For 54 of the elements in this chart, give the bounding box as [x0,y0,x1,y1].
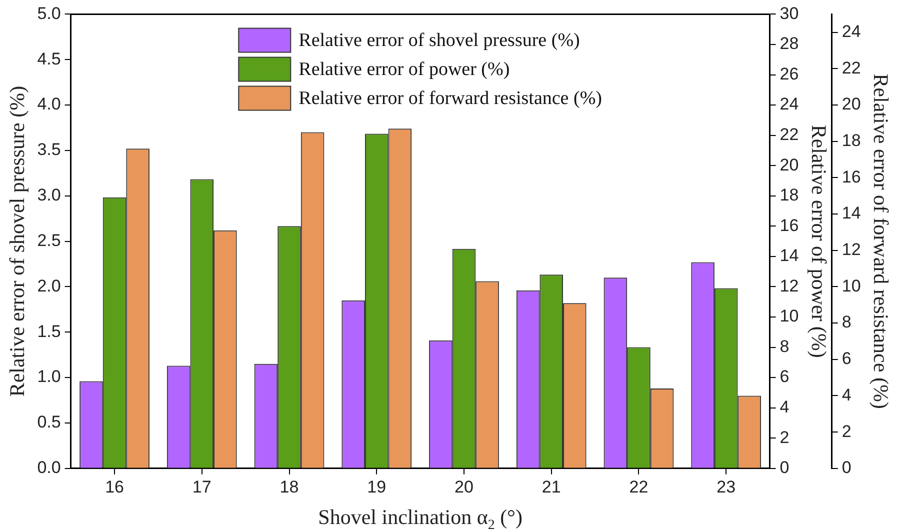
y2-tick-label: 18 [780,186,799,205]
y3-axis-title: Relative error of forward resistance (%) [868,74,893,409]
y2-tick-label: 24 [780,94,799,114]
y-tick-label: 5.0 [37,4,61,23]
y2-tick-label: 22 [780,125,799,144]
y-tick-label: 4.0 [37,94,61,114]
y3-tick-label: 22 [842,58,861,78]
y2-tick-label: 2 [780,428,790,447]
y3-tick-label: 16 [842,167,861,186]
y3-tick-label: 0 [842,458,852,478]
y3-tick-label: 12 [842,240,861,260]
y3-tick-label: 20 [842,94,861,114]
y-tick-label: 1.5 [37,322,61,341]
y2-tick-label: 26 [780,64,799,84]
x-tick-label: 23 [716,477,736,496]
y3-tick-label: 24 [842,22,861,42]
y3-tick-label: 18 [842,131,861,150]
legend-label: Relative error of shovel pressure (%) [298,30,580,52]
y-tick-label: 2.0 [37,276,61,296]
y3-tick-label: 6 [842,349,852,368]
y2-tick-label: 6 [780,367,790,386]
y2-tick-label: 12 [780,276,799,296]
x-tick-label: 19 [367,477,386,496]
x-tick-label: 21 [542,477,561,496]
y2-tick-label: 10 [780,306,799,326]
y-tick-label: 3.0 [37,186,61,205]
y2-tick-label: 14 [780,246,799,266]
y3-tick-label: 10 [842,276,861,296]
y2-tick-label: 20 [780,155,799,174]
y2-tick-label: 0 [780,458,790,478]
x-tick-label: 20 [454,477,474,496]
y3-tick-label: 2 [842,422,852,441]
y2-tick-label: 16 [780,216,799,235]
x-tick-label: 17 [192,477,212,496]
y3-tick-label: 14 [842,204,861,223]
y-tick-label: 3.5 [37,140,61,160]
x-tick-label: 22 [629,477,648,496]
y2-axis-title: Relative error of power (%) [806,124,831,358]
y3-tick-label: 4 [842,385,852,404]
y2-tick-label: 4 [780,398,790,417]
y3-tick-label: 8 [842,312,852,332]
y2-tick-label: 30 [780,4,799,23]
y-tick-label: 0.5 [37,412,61,432]
y-axis-title: Relative error of shovel pressure (%) [5,86,30,397]
x-tick-label: 16 [105,477,124,496]
y-tick-label: 2.5 [37,230,61,250]
y2-tick-label: 8 [780,336,790,356]
y-tick-label: 0.0 [37,458,61,478]
legend-label: Relative error of power (%) [298,59,510,80]
y-tick-label: 1.0 [37,367,61,386]
y-tick-label: 4.5 [37,49,61,68]
y2-tick-label: 28 [780,34,799,54]
x-tick-label: 18 [280,477,299,496]
legend-label: Relative error of forward resistance (%) [298,88,602,110]
